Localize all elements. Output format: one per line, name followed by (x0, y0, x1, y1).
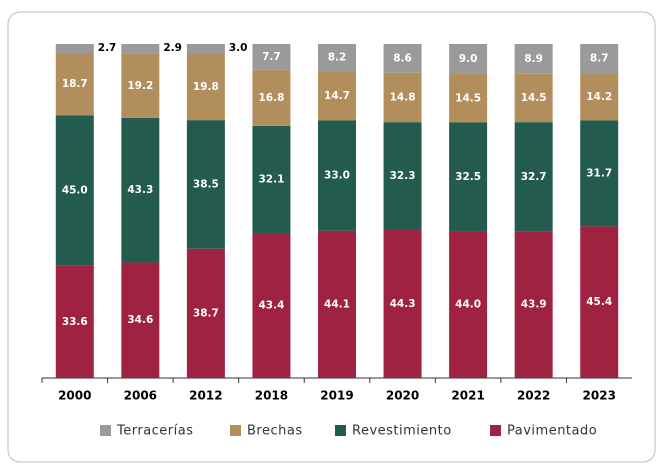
value-label: 3.0 (229, 42, 248, 54)
bar-segment (252, 125, 291, 234)
bar-segment (186, 248, 225, 378)
value-label: 38.7 (193, 307, 219, 319)
value-label: 19.8 (193, 81, 219, 93)
value-label: 32.5 (455, 171, 481, 183)
bar-segment (55, 265, 94, 378)
value-label: 32.1 (258, 173, 284, 185)
value-label: 16.8 (258, 92, 284, 104)
bar-segment (383, 44, 422, 73)
bar-segment (186, 44, 225, 55)
value-label: 14.8 (390, 91, 416, 103)
value-label: 43.3 (127, 184, 153, 196)
x-tick-label: 2012 (189, 389, 222, 403)
bar-segment (252, 69, 291, 126)
bar-segment (318, 44, 356, 72)
bar-segment (55, 44, 94, 54)
value-label: 19.2 (127, 80, 153, 92)
bar-segment (514, 122, 553, 232)
legend-label: Brechas (247, 424, 303, 439)
frame (7, 11, 656, 463)
bar-segment (383, 230, 422, 378)
value-label: 2.9 (163, 42, 182, 54)
bar-segment (580, 44, 619, 74)
bar-segment (121, 117, 160, 263)
bar-segment (383, 122, 422, 231)
value-label: 45.4 (586, 296, 612, 308)
legend-label: Terracerías (116, 424, 194, 439)
value-label: 8.2 (328, 52, 347, 64)
bar-segment (580, 73, 619, 121)
bar-segment (252, 233, 291, 378)
x-tick-label: 2022 (517, 389, 550, 403)
value-label: 33.0 (324, 170, 350, 182)
bar-segment (449, 122, 488, 232)
bar-segment (121, 53, 160, 118)
value-label: 32.7 (521, 171, 547, 183)
value-label: 18.7 (62, 78, 88, 90)
legend-label: Revestimiento (352, 424, 452, 439)
bar-segment (514, 231, 553, 378)
value-label: 33.6 (62, 316, 88, 328)
bar-segment (449, 74, 488, 123)
value-label: 45.0 (62, 185, 88, 197)
bar-segment (580, 120, 619, 227)
value-label: 8.9 (524, 53, 543, 65)
bar-segment (514, 44, 553, 74)
bar-segment (121, 44, 160, 54)
value-label: 8.7 (590, 53, 609, 65)
bar-segment (55, 115, 94, 266)
bar-segment (252, 44, 291, 70)
x-tick-label: 2006 (124, 389, 157, 403)
bar-segment (186, 120, 225, 249)
value-label: 44.1 (324, 298, 350, 310)
bar-segment (318, 120, 356, 231)
bar-segment (318, 71, 356, 121)
value-label: 32.3 (390, 170, 416, 182)
legend-swatch (100, 425, 111, 436)
legend-swatch (335, 425, 346, 436)
bar-segment (186, 54, 225, 121)
bar-segment (383, 72, 422, 123)
bar-segment (449, 231, 488, 378)
value-label: 2.7 (98, 42, 117, 54)
value-label: 38.5 (193, 178, 219, 190)
bar-segment (514, 73, 553, 123)
value-label: 14.2 (586, 91, 612, 103)
value-label: 14.5 (455, 92, 481, 104)
value-label: 8.6 (393, 52, 412, 64)
value-label: 14.5 (521, 92, 547, 104)
bar-segment (449, 44, 488, 75)
x-tick-label: 2019 (320, 389, 353, 403)
value-label: 34.6 (127, 314, 153, 326)
value-label: 43.4 (258, 300, 284, 312)
x-tick-label: 2018 (255, 389, 288, 403)
bar-segment (121, 262, 160, 378)
bar-segment (55, 53, 94, 116)
value-label: 7.7 (262, 51, 281, 63)
x-tick-label: 2023 (583, 389, 616, 403)
value-label: 43.9 (521, 299, 547, 311)
bar-segment (318, 230, 356, 378)
value-label: 44.3 (390, 298, 416, 310)
value-label: 9.0 (459, 53, 478, 65)
legend-swatch (490, 425, 501, 436)
value-label: 14.7 (324, 90, 350, 102)
legend-label: Pavimentado (507, 424, 597, 439)
x-tick-label: 2000 (58, 389, 91, 403)
x-tick-label: 2020 (386, 389, 419, 403)
bar-segment (580, 226, 619, 378)
legend-swatch (230, 425, 241, 436)
value-label: 31.7 (586, 167, 612, 179)
x-tick-label: 2021 (451, 389, 484, 403)
value-label: 44.0 (455, 299, 481, 311)
